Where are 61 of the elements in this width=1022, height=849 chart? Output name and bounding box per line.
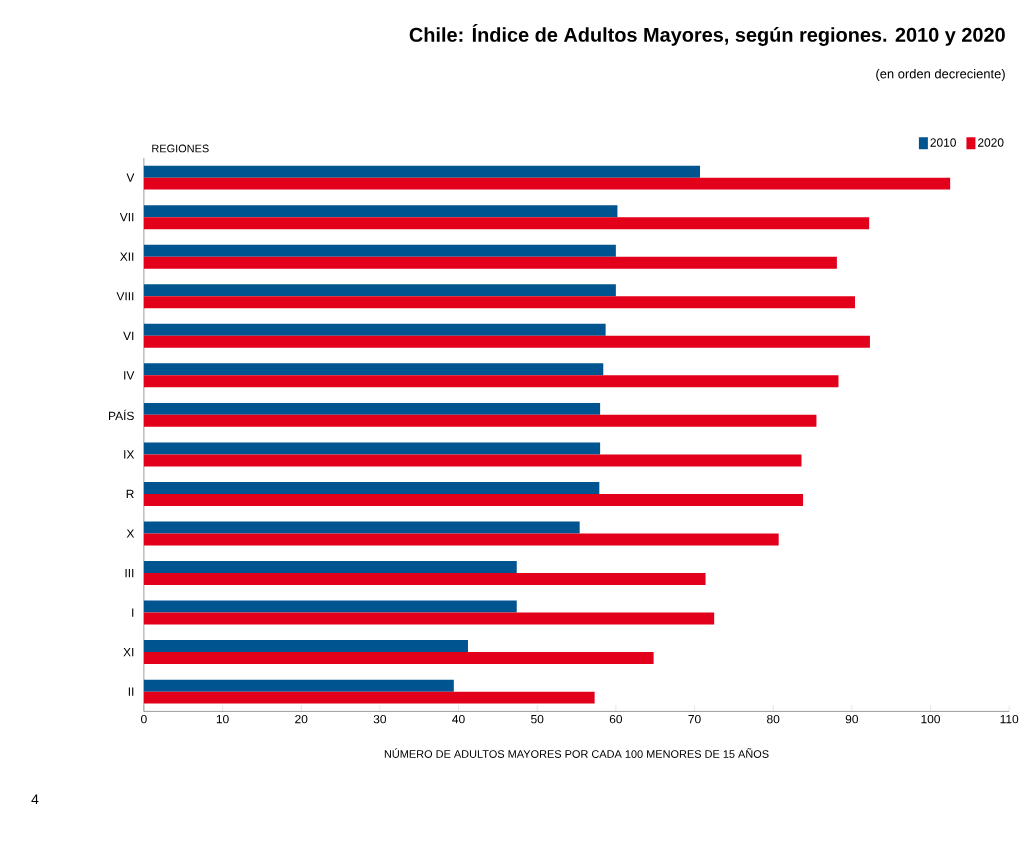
y-tick-label: R <box>126 489 134 498</box>
x-axis-title: NÚMERO DE ADULTOS MAYORES POR CADA 100 MENORES DE 15 AÑOS <box>384 748 769 758</box>
y-axis-title: REGIONES <box>152 144 209 153</box>
bar <box>143 177 951 190</box>
bar <box>143 533 779 546</box>
x-tick-label: 50 <box>531 714 544 724</box>
bar <box>143 651 654 664</box>
y-tick-label: XII <box>120 252 134 261</box>
text: 4 <box>31 794 39 804</box>
bar <box>143 363 604 376</box>
bar <box>143 244 616 257</box>
y-tick-label: XI <box>123 647 134 657</box>
y-tick-label: PAÍS <box>109 409 134 420</box>
bar <box>143 493 804 506</box>
legend-label: 2010 <box>930 138 956 147</box>
bar <box>143 165 701 178</box>
x-tick-label: 30 <box>373 714 387 724</box>
bar <box>143 639 468 652</box>
bar <box>143 256 837 269</box>
bar <box>143 600 517 613</box>
bar <box>143 454 802 467</box>
bar <box>143 572 706 585</box>
bar <box>143 402 601 415</box>
bar <box>143 521 580 534</box>
bar <box>143 296 855 309</box>
chart-subtitle: (en orden decreciente) <box>876 68 1005 81</box>
bar <box>143 560 517 573</box>
bar <box>143 691 595 704</box>
y-tick-label: VI <box>123 331 134 340</box>
bar <box>143 414 817 427</box>
y-tick-label: II <box>128 687 134 696</box>
bar <box>143 284 616 297</box>
x-tick-label: 80 <box>767 714 780 724</box>
y-tick-label: IX <box>124 450 135 459</box>
bar <box>143 679 454 692</box>
y-tick-label: X <box>126 529 135 538</box>
bar <box>143 612 715 625</box>
chart-title: Chile: Índice de Adultos Mayores, según regiones. 2010 y 2020 <box>409 23 1005 46</box>
y-tick-label: III <box>125 568 134 577</box>
x-tick-label: 70 <box>688 714 701 724</box>
bar <box>143 205 618 218</box>
y-tick-label: V <box>126 173 135 182</box>
y-tick-label: VIII <box>116 292 134 301</box>
bar <box>143 375 839 388</box>
x-tick-label: 100 <box>921 714 940 724</box>
x-tick-label: 10 <box>216 714 229 724</box>
bar <box>143 217 870 230</box>
bar <box>143 335 870 348</box>
x-tick-label: 110 <box>1000 714 1019 724</box>
y-tick-label: VII <box>119 212 134 222</box>
bar <box>143 442 601 455</box>
y-tick-label: I <box>132 608 134 617</box>
bar <box>143 481 600 494</box>
x-tick-label: 20 <box>295 714 308 724</box>
x-tick-label: 90 <box>845 714 859 724</box>
x-tick-label: 60 <box>609 714 623 724</box>
y-tick-label: IV <box>124 371 135 380</box>
x-tick-label: 0 <box>141 714 147 724</box>
x-tick-label: 40 <box>452 714 465 724</box>
legend-label: 2020 <box>978 138 1004 147</box>
bar <box>143 323 606 336</box>
